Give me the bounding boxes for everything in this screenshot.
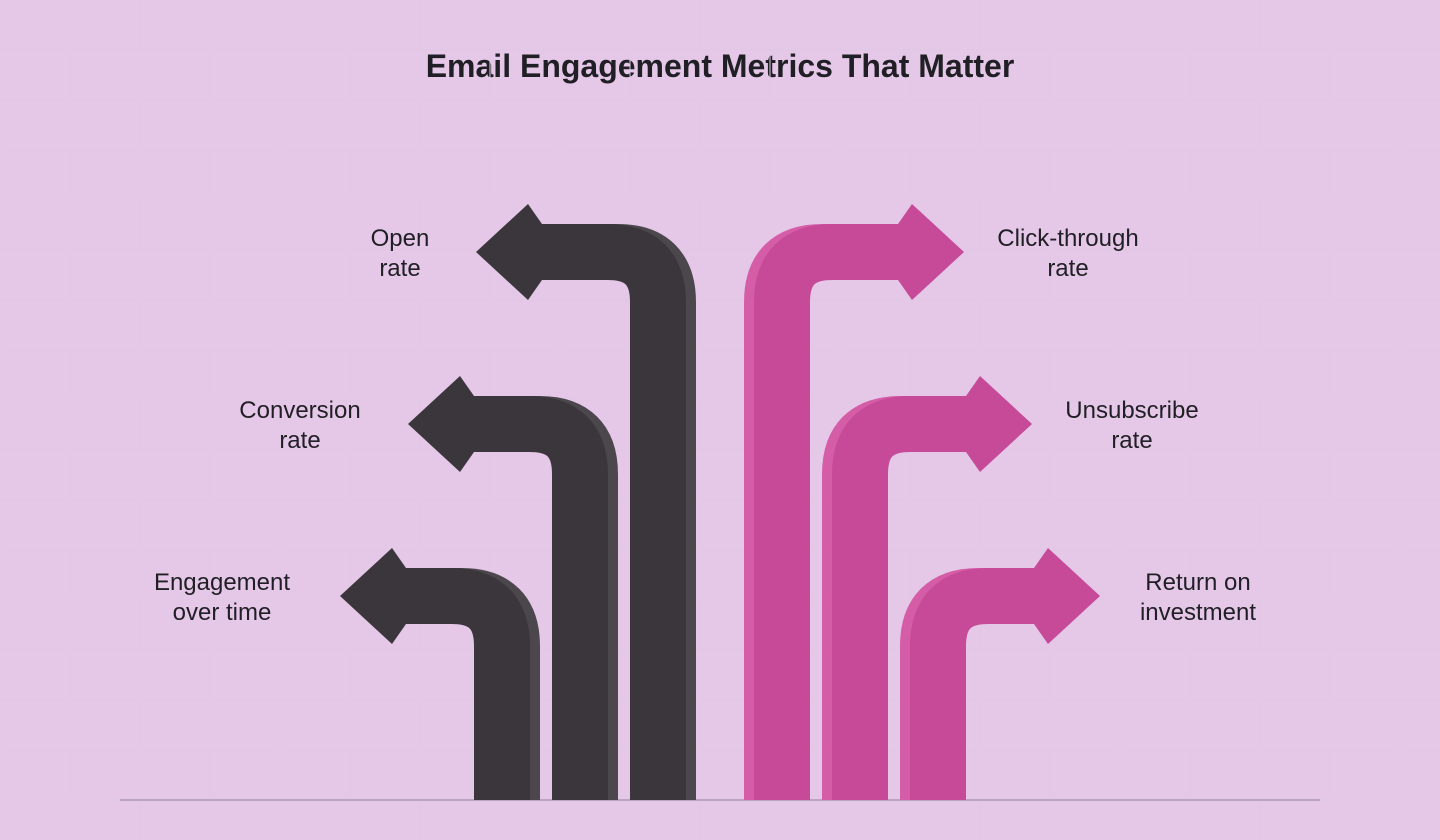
right-arrow-2-shaft [938,596,1048,800]
infographic-canvas: Email Engagement Metrics That Matter Ope… [0,0,1440,840]
left-arrow-1-arrowhead-icon [408,376,474,472]
right-arrow-0-arrowhead-icon [898,204,964,300]
right-label-2: Return on investment [1088,568,1308,628]
right-label-0: Click-through rate [958,224,1178,284]
left-label-0: Open rate [290,224,510,284]
left-label-1: Conversion rate [190,396,410,456]
left-arrow-2-shaft [392,596,502,800]
left-label-2: Engagement over time [112,568,332,628]
right-label-1: Unsubscribe rate [1022,396,1242,456]
